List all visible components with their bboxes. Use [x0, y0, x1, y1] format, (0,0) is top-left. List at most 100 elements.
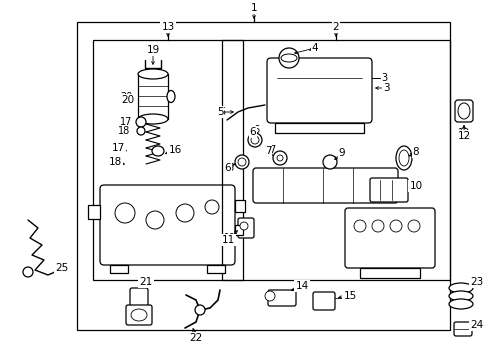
Text: 13: 13 — [161, 22, 174, 32]
Ellipse shape — [138, 69, 168, 79]
Ellipse shape — [167, 90, 175, 103]
Bar — [359, 268, 419, 278]
Text: 5: 5 — [216, 107, 223, 117]
Text: 18: 18 — [118, 126, 130, 136]
Text: 13: 13 — [161, 22, 175, 32]
Circle shape — [389, 220, 401, 232]
Circle shape — [353, 220, 365, 232]
Circle shape — [264, 291, 274, 301]
Text: 7: 7 — [268, 145, 275, 155]
Bar — [235, 225, 243, 235]
Circle shape — [136, 117, 146, 127]
FancyBboxPatch shape — [312, 292, 334, 310]
Text: 8: 8 — [410, 147, 416, 157]
Text: 15: 15 — [343, 291, 356, 301]
Text: 7: 7 — [264, 146, 271, 156]
Text: 16: 16 — [168, 145, 181, 155]
Text: 1: 1 — [250, 3, 257, 13]
Text: 22: 22 — [188, 333, 201, 343]
Circle shape — [276, 155, 283, 161]
Text: 6: 6 — [249, 127, 256, 137]
Circle shape — [176, 204, 194, 222]
Ellipse shape — [448, 291, 472, 301]
Text: 12: 12 — [456, 131, 469, 141]
Text: 21: 21 — [138, 277, 150, 287]
FancyBboxPatch shape — [454, 100, 472, 122]
Bar — [138, 74, 168, 119]
Circle shape — [146, 211, 163, 229]
Text: 9: 9 — [338, 148, 345, 158]
Bar — [88, 205, 100, 219]
Circle shape — [407, 220, 419, 232]
Text: 3: 3 — [380, 73, 386, 83]
Text: 2: 2 — [332, 22, 339, 32]
Circle shape — [279, 48, 298, 68]
Text: 11: 11 — [224, 233, 236, 243]
Ellipse shape — [131, 309, 147, 321]
Text: 6: 6 — [252, 125, 259, 135]
Bar — [222, 40, 449, 280]
Text: 4: 4 — [308, 45, 314, 55]
FancyBboxPatch shape — [126, 305, 152, 325]
FancyBboxPatch shape — [100, 185, 235, 265]
Ellipse shape — [457, 103, 469, 119]
FancyBboxPatch shape — [252, 168, 397, 203]
Ellipse shape — [448, 283, 472, 293]
FancyBboxPatch shape — [369, 178, 407, 202]
Text: 12: 12 — [457, 128, 469, 138]
Text: 8: 8 — [412, 147, 418, 157]
FancyBboxPatch shape — [453, 322, 471, 336]
Bar — [77, 22, 449, 330]
Circle shape — [371, 220, 383, 232]
Text: 21: 21 — [139, 277, 152, 287]
Text: 14: 14 — [293, 281, 305, 291]
Text: 18: 18 — [108, 157, 122, 167]
Text: 14: 14 — [295, 281, 308, 291]
Text: 19: 19 — [146, 47, 159, 57]
FancyBboxPatch shape — [266, 58, 371, 123]
Ellipse shape — [395, 146, 411, 170]
FancyBboxPatch shape — [238, 218, 253, 238]
Text: 9: 9 — [336, 150, 343, 160]
Text: 25: 25 — [55, 263, 68, 273]
Circle shape — [238, 158, 245, 166]
Text: 23: 23 — [468, 278, 480, 288]
Circle shape — [272, 151, 286, 165]
Bar — [110, 265, 128, 273]
Text: 3: 3 — [382, 83, 388, 93]
Circle shape — [250, 136, 259, 144]
Circle shape — [115, 203, 135, 223]
Text: 6: 6 — [226, 163, 233, 173]
Text: 20: 20 — [121, 95, 134, 105]
Text: 10: 10 — [408, 183, 420, 193]
Text: 4: 4 — [311, 43, 318, 53]
FancyBboxPatch shape — [267, 290, 295, 306]
Text: 16: 16 — [167, 144, 180, 154]
Bar — [93, 40, 243, 280]
Text: 22: 22 — [189, 333, 202, 343]
Text: 23: 23 — [469, 277, 483, 287]
Ellipse shape — [152, 146, 163, 156]
Text: 19: 19 — [146, 45, 159, 55]
FancyBboxPatch shape — [345, 208, 434, 268]
Text: 6: 6 — [224, 163, 231, 173]
Text: 5: 5 — [219, 107, 224, 117]
Text: 15: 15 — [341, 291, 353, 301]
Circle shape — [240, 222, 247, 230]
Text: 25: 25 — [54, 263, 66, 273]
Bar — [274, 123, 363, 133]
Circle shape — [23, 267, 33, 277]
Text: 17: 17 — [111, 143, 124, 153]
Circle shape — [195, 305, 204, 315]
Text: 20: 20 — [120, 91, 132, 102]
Text: 11: 11 — [221, 235, 234, 245]
Ellipse shape — [398, 150, 408, 166]
Ellipse shape — [448, 299, 472, 309]
Circle shape — [247, 133, 262, 147]
FancyBboxPatch shape — [130, 288, 148, 306]
Text: 17: 17 — [120, 117, 132, 127]
Text: 2: 2 — [332, 22, 339, 32]
Ellipse shape — [281, 54, 296, 62]
Circle shape — [235, 155, 248, 169]
Text: 24: 24 — [468, 320, 480, 330]
